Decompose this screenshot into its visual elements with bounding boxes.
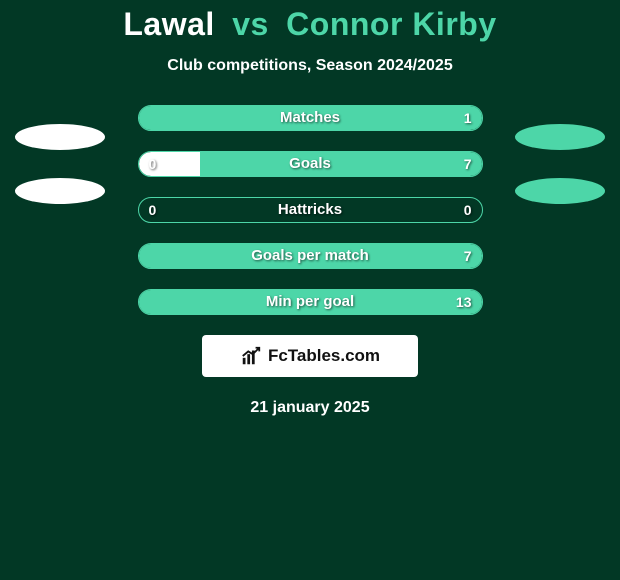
player2-marker (515, 124, 605, 150)
comparison-title: Lawal vs Connor Kirby (0, 0, 620, 43)
player2-name: Connor Kirby (286, 6, 496, 42)
stat-value-right: 7 (464, 152, 472, 176)
player1-marker (15, 178, 105, 204)
stat-row: Matches1 (138, 105, 483, 131)
stat-value-right: 7 (464, 244, 472, 268)
fctables-logo: FcTables.com (202, 335, 418, 377)
subtitle: Club competitions, Season 2024/2025 (0, 57, 620, 75)
stat-row: Min per goal13 (138, 289, 483, 315)
stat-value-left: 0 (149, 198, 157, 222)
player1-name: Lawal (123, 6, 214, 42)
player1-marker (15, 124, 105, 150)
vs-text: vs (232, 6, 269, 42)
stat-value-right: 0 (464, 198, 472, 222)
stat-rows-container: Matches1Goals07Hattricks00Goals per matc… (138, 105, 483, 315)
stat-value-left: 0 (149, 152, 157, 176)
stat-row: Goals per match7 (138, 243, 483, 269)
stat-label: Hattricks (139, 198, 482, 222)
chart-icon (240, 345, 262, 367)
stat-label: Goals (139, 152, 482, 176)
date-text: 21 january 2025 (0, 399, 620, 417)
stat-value-right: 13 (456, 290, 472, 314)
stat-value-right: 1 (464, 106, 472, 130)
player2-marker (515, 178, 605, 204)
stat-label: Matches (139, 106, 482, 130)
stat-row: Hattricks0 0 (138, 197, 483, 223)
stat-label: Min per goal (139, 290, 482, 314)
stat-label: Goals per match (139, 244, 482, 268)
stat-row: Goals0 7 (138, 151, 483, 177)
logo-text: FcTables.com (268, 346, 380, 366)
